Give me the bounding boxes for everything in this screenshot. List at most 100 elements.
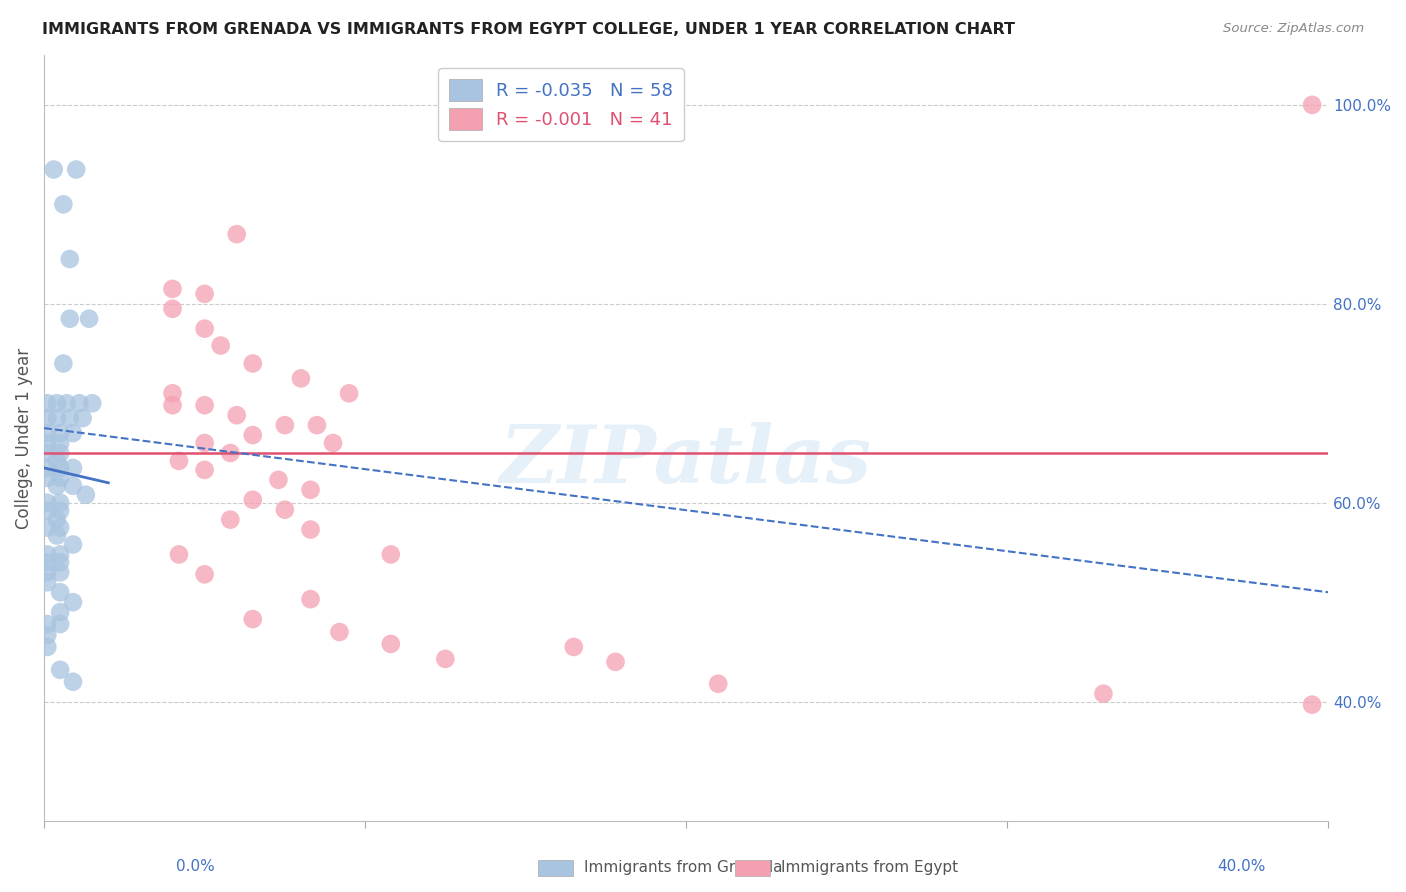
Text: Immigrants from Egypt: Immigrants from Egypt bbox=[782, 861, 957, 875]
Point bbox=[49, 504, 72, 518]
Point bbox=[380, 637, 402, 651]
Point bbox=[37, 426, 59, 441]
Text: IMMIGRANTS FROM GRENADA VS IMMIGRANTS FROM EGYPT COLLEGE, UNDER 1 YEAR CORRELATI: IMMIGRANTS FROM GRENADA VS IMMIGRANTS FR… bbox=[42, 22, 1015, 37]
Point bbox=[65, 162, 87, 177]
Point bbox=[77, 311, 100, 326]
Point bbox=[219, 513, 242, 527]
Point bbox=[242, 428, 264, 442]
Point bbox=[194, 436, 217, 450]
Point bbox=[62, 426, 84, 441]
Point bbox=[49, 663, 72, 677]
Point bbox=[267, 473, 290, 487]
Point bbox=[605, 655, 627, 669]
Point bbox=[1092, 687, 1115, 701]
Y-axis label: College, Under 1 year: College, Under 1 year bbox=[15, 348, 32, 529]
Point bbox=[62, 674, 84, 689]
Point bbox=[37, 566, 59, 580]
Point bbox=[37, 504, 59, 518]
Point bbox=[434, 652, 457, 666]
Point bbox=[290, 371, 312, 385]
Text: Immigrants from Grenada: Immigrants from Grenada bbox=[585, 861, 783, 875]
Point bbox=[49, 471, 72, 485]
Point bbox=[194, 321, 217, 335]
Point bbox=[37, 548, 59, 562]
Point bbox=[37, 396, 59, 410]
Point bbox=[162, 282, 184, 296]
Point bbox=[167, 454, 190, 468]
Point bbox=[37, 446, 59, 460]
Point bbox=[299, 523, 322, 537]
Point bbox=[37, 496, 59, 510]
Point bbox=[49, 605, 72, 619]
Text: ZIPatlas: ZIPatlas bbox=[501, 422, 872, 500]
Point bbox=[194, 286, 217, 301]
Point bbox=[37, 471, 59, 485]
Point bbox=[242, 356, 264, 370]
Point bbox=[49, 566, 72, 580]
Point bbox=[162, 301, 184, 316]
Point bbox=[194, 567, 217, 582]
Point bbox=[337, 386, 360, 401]
Point bbox=[194, 463, 217, 477]
Point bbox=[49, 436, 72, 450]
Point bbox=[49, 426, 72, 441]
Point bbox=[49, 520, 72, 534]
Point bbox=[82, 396, 104, 410]
Point bbox=[67, 396, 90, 410]
Point bbox=[274, 418, 297, 433]
Point bbox=[242, 492, 264, 507]
Point bbox=[62, 479, 84, 493]
Point bbox=[49, 617, 72, 632]
Point bbox=[305, 418, 328, 433]
Point bbox=[62, 461, 84, 475]
Text: 0.0%: 0.0% bbox=[176, 859, 215, 874]
Point bbox=[75, 488, 97, 502]
Text: Source: ZipAtlas.com: Source: ZipAtlas.com bbox=[1223, 22, 1364, 36]
Point bbox=[59, 252, 82, 266]
Point bbox=[37, 575, 59, 590]
Point bbox=[59, 311, 82, 326]
Point bbox=[299, 483, 322, 497]
Point bbox=[167, 548, 190, 562]
Point bbox=[209, 338, 232, 352]
Point bbox=[49, 461, 72, 475]
Point bbox=[55, 396, 77, 410]
Point bbox=[162, 398, 184, 412]
Point bbox=[46, 479, 69, 493]
Point bbox=[62, 595, 84, 609]
Point bbox=[562, 640, 585, 654]
Point bbox=[59, 411, 82, 425]
Point bbox=[49, 555, 72, 569]
Point bbox=[225, 408, 247, 422]
Point bbox=[219, 446, 242, 460]
Point bbox=[49, 585, 72, 599]
Point bbox=[328, 625, 350, 640]
Point bbox=[37, 411, 59, 425]
Point bbox=[72, 411, 94, 425]
Point bbox=[46, 454, 69, 468]
Point bbox=[49, 548, 72, 562]
Point bbox=[707, 677, 730, 691]
Point bbox=[1301, 698, 1323, 712]
Point bbox=[46, 411, 69, 425]
Point bbox=[242, 612, 264, 626]
Point bbox=[37, 617, 59, 632]
Point bbox=[37, 461, 59, 475]
Point bbox=[49, 446, 72, 460]
Point bbox=[37, 520, 59, 534]
Point bbox=[46, 528, 69, 542]
Point bbox=[380, 548, 402, 562]
Point bbox=[37, 640, 59, 654]
Point bbox=[225, 227, 247, 242]
Legend: R = -0.035   N = 58, R = -0.001   N = 41: R = -0.035 N = 58, R = -0.001 N = 41 bbox=[439, 68, 683, 141]
Point bbox=[299, 592, 322, 607]
Point bbox=[49, 496, 72, 510]
Text: 40.0%: 40.0% bbox=[1218, 859, 1265, 874]
Point bbox=[1301, 98, 1323, 112]
Point bbox=[52, 356, 75, 370]
Point bbox=[46, 513, 69, 527]
Point bbox=[37, 436, 59, 450]
Point bbox=[37, 628, 59, 642]
Point bbox=[194, 398, 217, 412]
Point bbox=[52, 197, 75, 211]
